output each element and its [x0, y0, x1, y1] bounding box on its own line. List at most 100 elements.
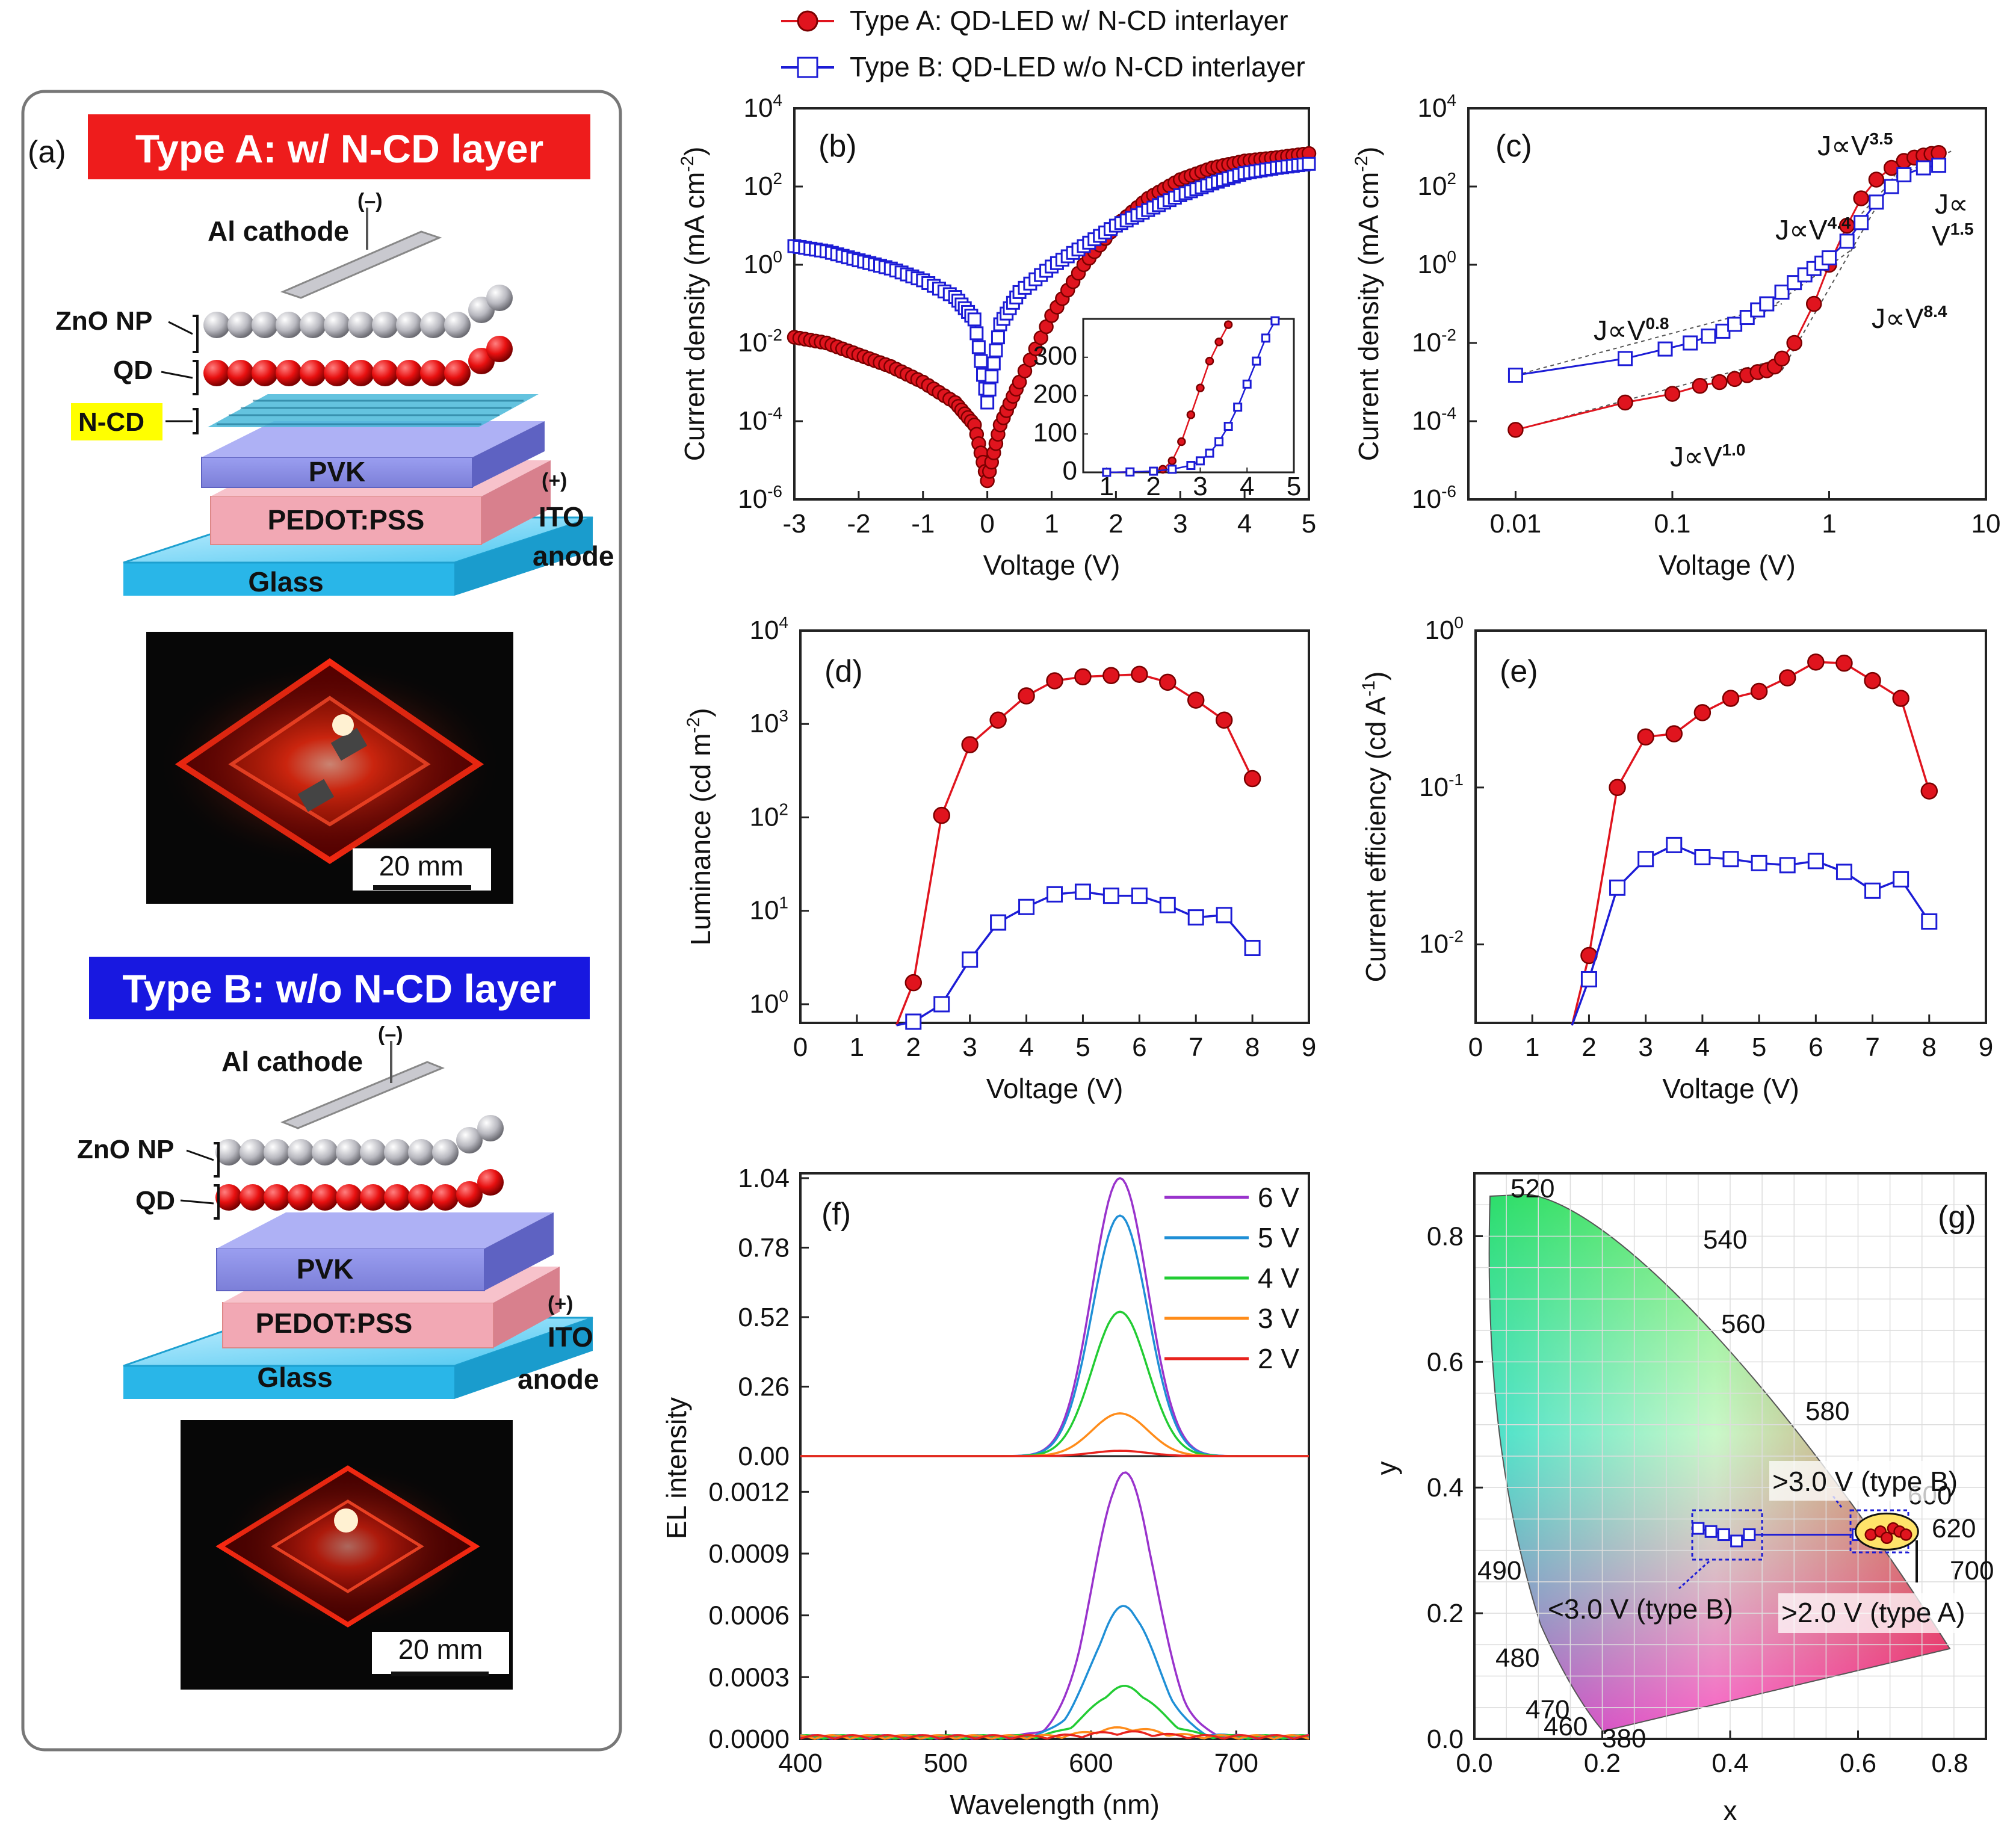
- label-pedot-a: PEDOT:PSS: [268, 504, 425, 536]
- f-bottom-ytick-label: 0.0000: [708, 1724, 790, 1754]
- c-point-b: [1854, 215, 1869, 230]
- f-top-series: [800, 1412, 1309, 1457]
- legend-type-b: Type B: QD-LED w/o N-CD interlayer: [850, 51, 1305, 82]
- c-point-b: [1618, 351, 1633, 366]
- b-inset-point-a: [1167, 456, 1177, 466]
- c-point-b: [1869, 194, 1884, 210]
- d-point-b: [1187, 909, 1204, 926]
- d-point-b: [1244, 939, 1261, 956]
- c-point-a: [1711, 374, 1728, 391]
- g-ytick-label: 0.2: [1427, 1599, 1464, 1628]
- qd-layer-a: [203, 336, 513, 386]
- e-point-b: [1779, 857, 1796, 874]
- d-xtick-label: 9: [1302, 1033, 1316, 1062]
- e-xtick-label: 6: [1808, 1033, 1823, 1062]
- b-inset-point-b: [1214, 437, 1224, 446]
- banner-type-b: [89, 957, 590, 1019]
- b-inset-point-b: [1233, 403, 1243, 412]
- d-point-a: [989, 711, 1007, 729]
- e-point-b: [1637, 851, 1654, 868]
- c-fit-guide: [1515, 303, 1783, 376]
- b-inset-point-b: [1167, 465, 1177, 474]
- scale-bar-b: 20 mm: [398, 1634, 483, 1665]
- g-label-bg: [1769, 1461, 1938, 1501]
- label-al-cathode-a: Al cathode: [208, 215, 349, 247]
- c-ytick-label: 10-2: [1412, 326, 1456, 357]
- b-point-b: [969, 326, 984, 341]
- c-annotation: J∝V0.8: [1594, 314, 1669, 346]
- label-pvk-b: PVK: [297, 1253, 354, 1285]
- c-point-b: [1774, 284, 1790, 300]
- c-annotation: J∝V1.0: [1670, 440, 1745, 472]
- c-point-b: [1759, 296, 1775, 312]
- b-point-b: [974, 354, 988, 368]
- c-plot-frame: [1467, 107, 1987, 501]
- d-point-b: [1131, 888, 1148, 904]
- d-point-a: [1159, 673, 1177, 691]
- photo-device-b: 20 mm: [181, 1420, 513, 1690]
- label-zno-a: ZnO NP: [55, 306, 152, 336]
- b-xtick-label: 3: [1173, 509, 1187, 539]
- label-plus-a: (+): [542, 469, 567, 492]
- b-xtick-label: 2: [1108, 509, 1123, 539]
- b-point-b: [980, 395, 995, 410]
- b-point-b: [971, 340, 986, 354]
- f-legend-label: 5 V: [1258, 1222, 1299, 1253]
- scale-bar-a: 20 mm: [379, 850, 464, 881]
- d-xtick-label: 4: [1019, 1033, 1033, 1062]
- b-inset-ytick-label: 100: [1033, 418, 1077, 447]
- b-point-b: [989, 343, 1003, 357]
- label-al-cathode-b: Al cathode: [221, 1046, 363, 1077]
- c-point-a: [1617, 394, 1633, 411]
- d-point-b: [1047, 886, 1063, 903]
- f-xtick-label: 600: [1069, 1749, 1113, 1778]
- f-xtick-label: 500: [924, 1749, 968, 1778]
- label-ito-b: ITO: [548, 1321, 593, 1353]
- g-annotation-low: <3.0 V (type B): [1548, 1593, 1733, 1625]
- c-point-a: [1805, 295, 1822, 312]
- g-wavelength-label: 480: [1495, 1643, 1539, 1673]
- d-ytick-label: 103: [749, 706, 788, 738]
- g-xtick-label: 0.6: [1840, 1749, 1876, 1778]
- f-legend-label: 6 V: [1258, 1182, 1299, 1213]
- g-xtick-label: 0.2: [1584, 1749, 1621, 1778]
- d-ytick-label: 104: [749, 613, 788, 645]
- b-inset-point-b: [1125, 467, 1135, 477]
- b-ytick-label: 10-2: [738, 326, 782, 357]
- f-bottom-series: [800, 1730, 1309, 1740]
- banner-type-b-text: Type B: w/o N-CD layer: [122, 966, 556, 1011]
- d-xtick-label: 6: [1132, 1033, 1146, 1062]
- c-xtick-label: 0.01: [1490, 509, 1542, 539]
- g-label-bg: [1778, 1593, 1965, 1633]
- b-ytick-label: 104: [743, 91, 782, 123]
- c-xtick-label: 0.1: [1654, 509, 1690, 539]
- b-xtick-label: -3: [782, 509, 806, 539]
- label-minus-b: (–): [378, 1023, 403, 1046]
- g-point-b: [1730, 1534, 1743, 1548]
- g-wavelength-label: 580: [1805, 1397, 1849, 1426]
- e-point-b: [1609, 879, 1626, 896]
- b-inset-point-b: [1252, 356, 1261, 366]
- g-ytick-label: 0.0: [1427, 1724, 1464, 1754]
- f-top-series: [800, 1311, 1309, 1457]
- b-inset-xtick-label: 5: [1287, 472, 1301, 501]
- c-point-a: [1664, 386, 1681, 402]
- e-xtick-label: 8: [1922, 1033, 1937, 1062]
- b-inset-point-a: [1196, 383, 1205, 392]
- e-xtick-label: 5: [1752, 1033, 1766, 1062]
- d-point-b: [1159, 897, 1176, 913]
- b-inset-xtick-label: 2: [1146, 472, 1160, 501]
- b-ytick-label: 100: [743, 247, 782, 279]
- b-inset-point-a: [1214, 338, 1223, 347]
- d-xtick-label: 3: [962, 1033, 977, 1062]
- c-point-b: [1701, 329, 1716, 344]
- c-ytick-label: 10-4: [1412, 404, 1456, 436]
- d-xtick-label: 2: [906, 1033, 921, 1062]
- g-wavelength-label: 700: [1950, 1556, 1994, 1585]
- g-arrow-low: [1678, 1560, 1710, 1590]
- e-point-b: [1864, 882, 1881, 899]
- label-qd-b: QD: [135, 1186, 175, 1215]
- chart-b: (b)-3 -2 -1 0 1 2 3 4 510-610-410-2100102104Volt…: [678, 91, 1317, 581]
- b-inset-point-b: [1102, 468, 1112, 477]
